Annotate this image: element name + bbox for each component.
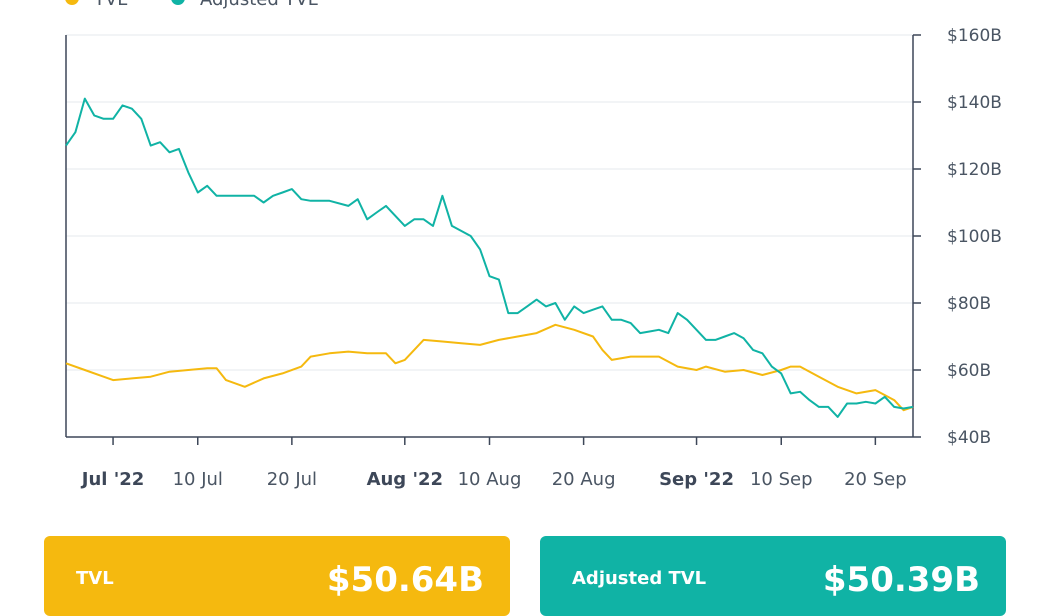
- adjusted-tvl-card-value: $50.39B: [822, 560, 980, 600]
- y-tick-label: $140B: [947, 93, 1002, 113]
- series-line-tvl: [65, 323, 914, 412]
- adjusted-tvl-card-label: Adjusted TVL: [572, 568, 707, 589]
- x-axis-ticks: Jul '22 10 Jul 20 Jul Aug '22 10 Aug 20 Aug Se…: [80, 437, 907, 490]
- x-tick-label: 20 Sep: [844, 469, 907, 490]
- series-lines: [65, 97, 914, 418]
- y-axis-ticks: $40B $60B $80B $100B $120B $140B $160B: [913, 26, 1002, 448]
- x-tick-label: Aug '22: [367, 469, 443, 490]
- legend-dot-0: [65, 0, 79, 5]
- x-tick-label: 10 Sep: [750, 469, 813, 490]
- tvl-card-value: $50.64B: [326, 560, 484, 600]
- y-tick-label: $60B: [947, 361, 991, 381]
- y-tick-label: $40B: [947, 428, 991, 448]
- x-tick-label: Jul '22: [80, 469, 145, 490]
- legend-label-0: TVL: [93, 0, 127, 10]
- y-tick-label: $160B: [947, 26, 1002, 46]
- series-line-adjusted-tvl: [65, 97, 914, 418]
- tvl-card-label: TVL: [76, 568, 114, 589]
- legend-label-1: Adjusted TVL: [200, 0, 318, 10]
- grid-lines: [66, 34, 913, 371]
- y-tick-label: $80B: [947, 294, 991, 314]
- x-tick-label: 20 Jul: [267, 469, 317, 490]
- legend-dot-1: [171, 0, 185, 5]
- tvl-card: TVL $50.64B: [44, 536, 510, 616]
- y-tick-label: $120B: [947, 160, 1002, 180]
- adjusted-tvl-card: Adjusted TVL $50.39B: [540, 536, 1006, 616]
- x-tick-label: 20 Aug: [552, 469, 616, 490]
- x-tick-label: 10 Aug: [458, 469, 522, 490]
- tvl-line-chart: TVL Adjusted TVL $40B $60B $80B $100B $120B $1…: [65, 0, 1002, 490]
- legend: TVL Adjusted TVL: [65, 0, 318, 10]
- x-tick-label: 10 Jul: [173, 469, 223, 490]
- y-tick-label: $100B: [947, 227, 1002, 247]
- x-tick-label: Sep '22: [659, 469, 734, 490]
